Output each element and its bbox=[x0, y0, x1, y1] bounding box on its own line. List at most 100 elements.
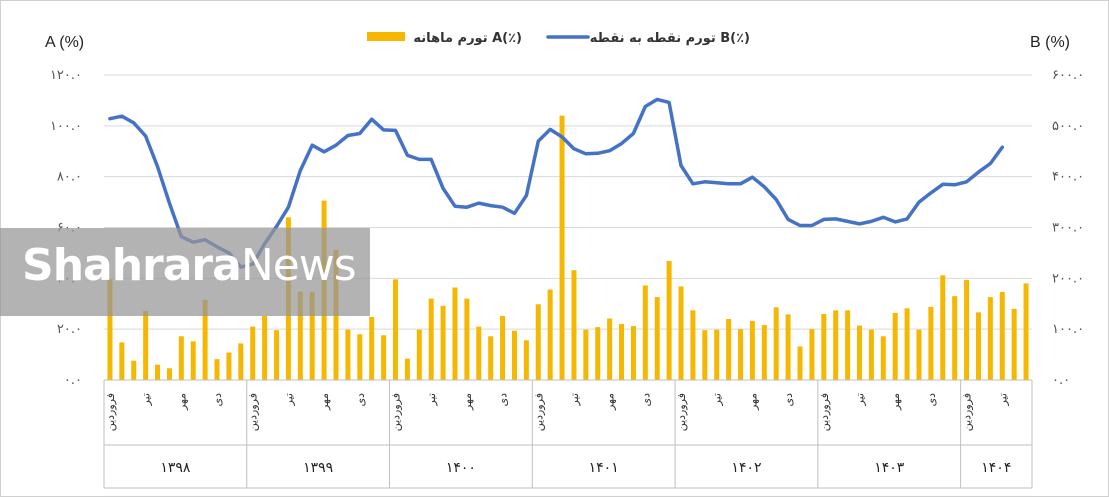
bar bbox=[511, 330, 517, 380]
month-label: فروردین bbox=[818, 393, 831, 431]
year-label: ۱۴۰۴ bbox=[981, 460, 1011, 476]
bar bbox=[452, 287, 458, 380]
bar bbox=[476, 326, 482, 380]
right-tick-label: ۲۰۰.۰ bbox=[1052, 271, 1084, 286]
watermark: ShahraraNews bbox=[0, 228, 370, 316]
month-label: دی bbox=[497, 393, 510, 407]
bar bbox=[440, 305, 446, 380]
bar bbox=[738, 329, 744, 380]
month-label: تیر bbox=[996, 393, 1009, 406]
legend-line-label: تورم نقطه به نقطه B(٪) bbox=[590, 31, 750, 46]
right-tick-label: ۰.۰ bbox=[1052, 373, 1070, 388]
bar bbox=[404, 358, 410, 380]
bar bbox=[880, 336, 886, 380]
bar bbox=[904, 308, 910, 380]
month-label: فروردین bbox=[247, 393, 260, 431]
bar bbox=[892, 312, 898, 380]
bar bbox=[1023, 283, 1029, 380]
month-label: تیر bbox=[425, 393, 438, 406]
bar bbox=[809, 329, 815, 380]
bar bbox=[987, 297, 993, 380]
right-tick-label: ۱۰۰.۰ bbox=[1052, 322, 1084, 337]
bar bbox=[916, 329, 922, 380]
bar bbox=[214, 359, 220, 380]
bar bbox=[797, 346, 803, 380]
bar bbox=[714, 329, 720, 380]
bar bbox=[726, 319, 732, 380]
bar bbox=[630, 326, 636, 380]
bar bbox=[619, 324, 625, 380]
left-axis-title: A (%) bbox=[45, 34, 84, 51]
bar bbox=[595, 327, 601, 380]
bar bbox=[262, 315, 268, 380]
month-label: تیر bbox=[140, 393, 153, 406]
month-label: فروردین bbox=[532, 393, 545, 431]
year-label: ۱۴۰۲ bbox=[731, 460, 761, 476]
month-label: مهر bbox=[604, 393, 617, 411]
month-label: دی bbox=[639, 393, 652, 407]
bar bbox=[131, 360, 137, 380]
bar bbox=[309, 292, 315, 380]
bar-series bbox=[107, 115, 1029, 381]
bar bbox=[190, 341, 196, 380]
bar bbox=[381, 335, 387, 380]
bar bbox=[155, 364, 161, 380]
legend-bar-label: تورم ماهانه A(٪) bbox=[413, 31, 522, 46]
year-label: ۱۴۰۱ bbox=[589, 460, 619, 476]
bar bbox=[238, 343, 244, 380]
bar bbox=[559, 115, 565, 381]
bar bbox=[202, 299, 208, 380]
bar bbox=[821, 313, 827, 380]
month-label: فروردین bbox=[675, 393, 688, 431]
year-label: ۱۳۹۹ bbox=[303, 460, 333, 476]
month-label: دی bbox=[925, 393, 938, 407]
bar bbox=[369, 316, 375, 380]
bar bbox=[868, 329, 874, 380]
left-tick-label: ۱۲۰.۰ bbox=[50, 68, 82, 83]
month-label: مهر bbox=[318, 393, 331, 411]
bar bbox=[178, 336, 184, 380]
month-label: تیر bbox=[711, 393, 724, 406]
bar bbox=[642, 285, 648, 380]
month-label: مهر bbox=[746, 393, 759, 411]
bar bbox=[975, 312, 981, 380]
right-axis-ticks: ۰.۰ ۱۰۰.۰ ۲۰۰.۰ ۳۰۰.۰ ۴۰۰.۰ ۵۰۰.۰ ۶۰۰.۰ bbox=[1052, 68, 1084, 388]
month-label: تیر bbox=[282, 393, 295, 406]
bar bbox=[500, 315, 506, 380]
left-tick-label: ۲۰.۰ bbox=[57, 322, 82, 337]
month-label: مهر bbox=[461, 393, 474, 411]
bar bbox=[666, 261, 672, 380]
month-label: فروردین bbox=[104, 393, 117, 431]
bar bbox=[428, 298, 434, 380]
bar bbox=[749, 321, 755, 380]
bar bbox=[357, 334, 363, 380]
bar bbox=[297, 291, 303, 380]
right-tick-label: ۴۰۰.۰ bbox=[1052, 170, 1084, 185]
right-tick-label: ۶۰۰.۰ bbox=[1052, 68, 1084, 83]
bar bbox=[999, 292, 1005, 380]
left-tick-label: ۱۰۰.۰ bbox=[50, 119, 82, 134]
bar bbox=[571, 270, 577, 380]
month-label: مهر bbox=[175, 393, 188, 411]
bar bbox=[143, 310, 149, 380]
right-axis-title: B (%) bbox=[1030, 34, 1070, 51]
bar bbox=[583, 329, 589, 380]
month-label: تیر bbox=[853, 393, 866, 406]
right-tick-label: ۳۰۰.۰ bbox=[1052, 221, 1084, 236]
month-label: دی bbox=[354, 393, 367, 407]
year-label: ۱۴۰۰ bbox=[446, 460, 476, 476]
left-tick-label: ۸۰.۰ bbox=[57, 170, 82, 185]
bar bbox=[119, 342, 125, 380]
bar bbox=[678, 286, 684, 380]
watermark-part1: Shahrara bbox=[22, 240, 242, 291]
left-tick-label: ۰.۰ bbox=[64, 373, 82, 388]
legend-bar-swatch bbox=[367, 32, 405, 41]
bar bbox=[856, 325, 862, 380]
watermark-part2: News bbox=[240, 240, 357, 291]
legend: تورم ماهانه A(٪) تورم نقطه به نقطه B(٪) bbox=[367, 31, 750, 46]
bar bbox=[392, 279, 398, 380]
bar bbox=[535, 304, 541, 380]
bar bbox=[773, 307, 779, 380]
bar bbox=[1011, 308, 1017, 380]
bar bbox=[488, 336, 494, 380]
